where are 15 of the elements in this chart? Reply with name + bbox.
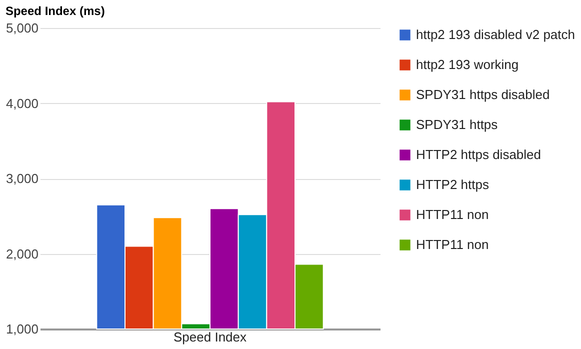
legend-label: HTTP2 https disabled (416, 147, 542, 162)
legend-label: http2 193 disabled v2 patch (416, 27, 576, 42)
y-tick-label: 1,000 (6, 322, 38, 336)
chart-title: Speed Index (ms) (5, 4, 105, 18)
legend-label: HTTP11 non (416, 207, 489, 222)
y-tick-label: 2,000 (6, 246, 38, 262)
legend-label: http2 193 working (416, 57, 519, 72)
legend-label: SPDY31 https disabled (416, 87, 550, 102)
y-tick-label: 5,000 (6, 20, 38, 36)
legend-label: SPDY31 https (416, 117, 498, 132)
x-tick-label: Speed Index (173, 330, 247, 344)
legend-label: HTTP2 https (416, 177, 490, 192)
legend-label: HTTP11 non (416, 237, 489, 252)
y-tick-label: 3,000 (6, 171, 38, 186)
y-tick-label: 4,000 (6, 96, 38, 111)
